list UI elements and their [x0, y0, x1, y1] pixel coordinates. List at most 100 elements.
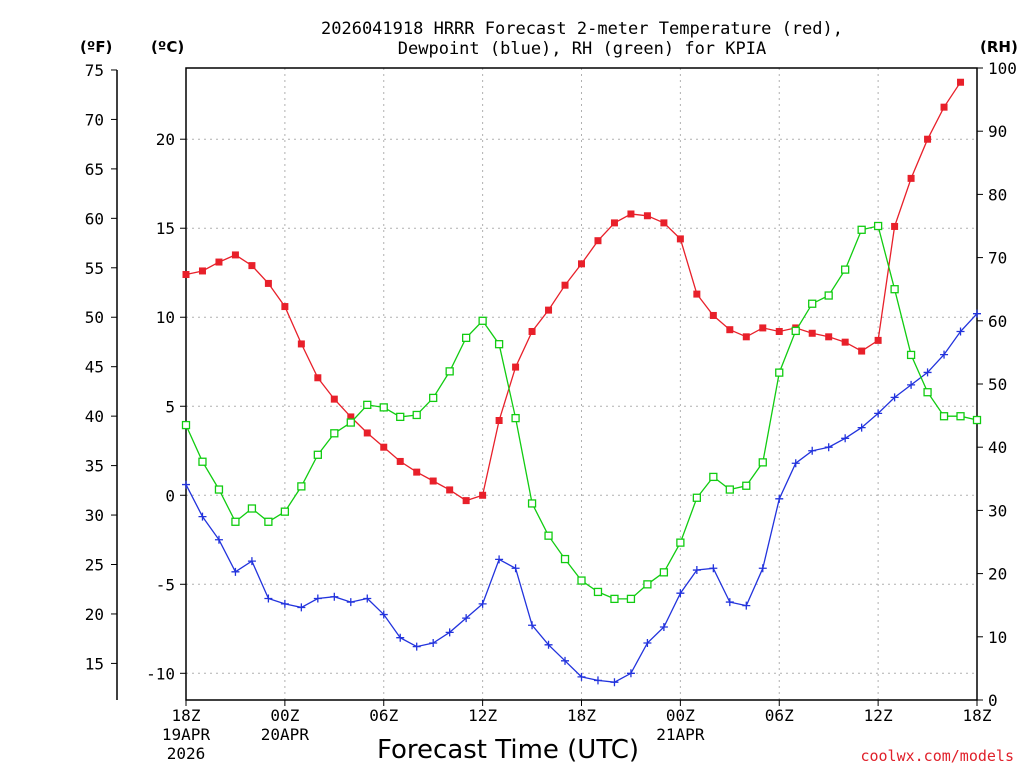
time-tick-label: 00Z — [666, 706, 695, 725]
temperature-point — [545, 306, 553, 314]
time-tick-label: 20APR — [261, 725, 310, 744]
rh-point — [824, 291, 833, 300]
rh-point — [544, 531, 553, 540]
celsius-unit-label: (ºC) — [151, 38, 184, 56]
rh-point — [956, 412, 965, 421]
celsius-tick-label: 0 — [165, 486, 175, 505]
rh-point — [857, 225, 866, 234]
rh-point — [577, 576, 586, 585]
rh-tick-label: 100 — [988, 59, 1017, 78]
rh-point — [626, 594, 636, 604]
dewpoint-point — [808, 446, 817, 455]
temperature-point — [462, 497, 470, 505]
rh-point — [791, 326, 800, 336]
rh-point — [890, 285, 899, 294]
temperature-point — [429, 477, 437, 485]
rh-point — [527, 499, 537, 508]
temperature-point — [660, 219, 668, 227]
rh-tick-label: 70 — [988, 249, 1007, 268]
rh-point — [313, 450, 322, 459]
fahrenheit-tick-label: 40 — [85, 407, 104, 426]
dewpoint-point — [363, 594, 372, 603]
rh-tick-label: 80 — [988, 185, 1007, 204]
dewpoint-point — [182, 480, 190, 489]
time-tick-label: 18Z — [963, 706, 992, 725]
data-series — [181, 78, 982, 687]
temperature-point — [841, 338, 849, 346]
dewpoint-point — [676, 589, 685, 598]
temperature-point — [396, 457, 404, 465]
time-tick-label: 18Z — [172, 706, 201, 725]
celsius-tick-label: -5 — [156, 575, 175, 594]
rh-point — [939, 412, 949, 421]
dewpoint-point — [264, 594, 273, 603]
dewpoint-point — [874, 409, 883, 418]
dewpoint-point — [495, 555, 504, 564]
fahrenheit-tick-label: 20 — [85, 605, 104, 624]
axes — [116, 67, 978, 701]
temperature-point — [957, 78, 965, 86]
dewpoint-point — [528, 621, 537, 630]
temperature-point — [610, 219, 618, 227]
dewpoint-point — [973, 309, 981, 318]
dewpoint-point — [643, 639, 652, 648]
rh-point — [923, 388, 932, 397]
temperature-point — [446, 486, 454, 494]
chart-title: 2026041918 HRRR Forecast 2-meter Tempera… — [321, 19, 843, 39]
dewpoint-point — [857, 423, 866, 432]
rh-point — [247, 504, 257, 513]
dewpoint-point — [231, 567, 240, 576]
temperature-point — [561, 281, 569, 289]
dewpoint-point — [791, 459, 800, 468]
dewpoint-point — [379, 610, 388, 619]
temperature-point — [528, 327, 536, 335]
rh-point — [264, 517, 273, 526]
dewpoint-point — [346, 598, 355, 607]
time-tick-label: 12Z — [864, 706, 893, 725]
temperature-point — [759, 324, 767, 332]
time-tick-label: 12Z — [468, 706, 497, 725]
fahrenheit-tick-label: 65 — [85, 160, 104, 179]
fahrenheit-tick-label: 15 — [85, 654, 104, 673]
temperature-point — [709, 311, 717, 319]
temperature-point — [891, 222, 899, 230]
rh-point — [494, 340, 504, 349]
rh-tick-label: 40 — [988, 438, 1007, 457]
temperature-point — [347, 413, 355, 421]
rh-point — [181, 420, 191, 430]
dewpoint-point — [478, 599, 487, 608]
rh-point — [643, 580, 652, 589]
temperature-point — [726, 326, 734, 334]
dewpoint-point — [940, 350, 949, 359]
source-credit: coolwx.com/models — [860, 747, 1014, 765]
temperature-point — [182, 271, 190, 279]
rh-point — [198, 457, 207, 466]
rh-point — [297, 482, 306, 491]
dewpoint-point — [412, 642, 421, 651]
rh-tick-label: 50 — [988, 375, 1007, 394]
rh-tick-label: 30 — [988, 501, 1007, 520]
tick-labels: 15 20 25 30 35 40 45 50 55 60 65 70 75 -10 -5 0 5 10 15 20 0… — [85, 59, 1017, 763]
rh-point — [396, 412, 405, 422]
rh-tick-label: 20 — [988, 565, 1007, 584]
dewpoint-point — [956, 327, 965, 336]
rh-point — [841, 265, 850, 274]
celsius-tick-label: 5 — [165, 397, 175, 416]
temperature-markers — [182, 78, 965, 505]
rh-point — [280, 507, 290, 516]
temperature-point — [643, 212, 651, 220]
temperature-point — [594, 237, 602, 245]
dewpoint-point — [725, 598, 734, 607]
dewpoint-point — [396, 633, 405, 642]
temperature-point — [924, 135, 932, 143]
temperature-point — [363, 429, 371, 437]
rh-point — [429, 393, 438, 403]
rh-point — [478, 316, 487, 325]
temperature-point — [198, 267, 206, 275]
temperature-point — [742, 333, 750, 341]
temperature-point — [495, 416, 503, 424]
temperature-point — [479, 491, 487, 499]
fahrenheit-tick-label: 60 — [85, 209, 104, 228]
rh-tick-label: 90 — [988, 122, 1007, 141]
